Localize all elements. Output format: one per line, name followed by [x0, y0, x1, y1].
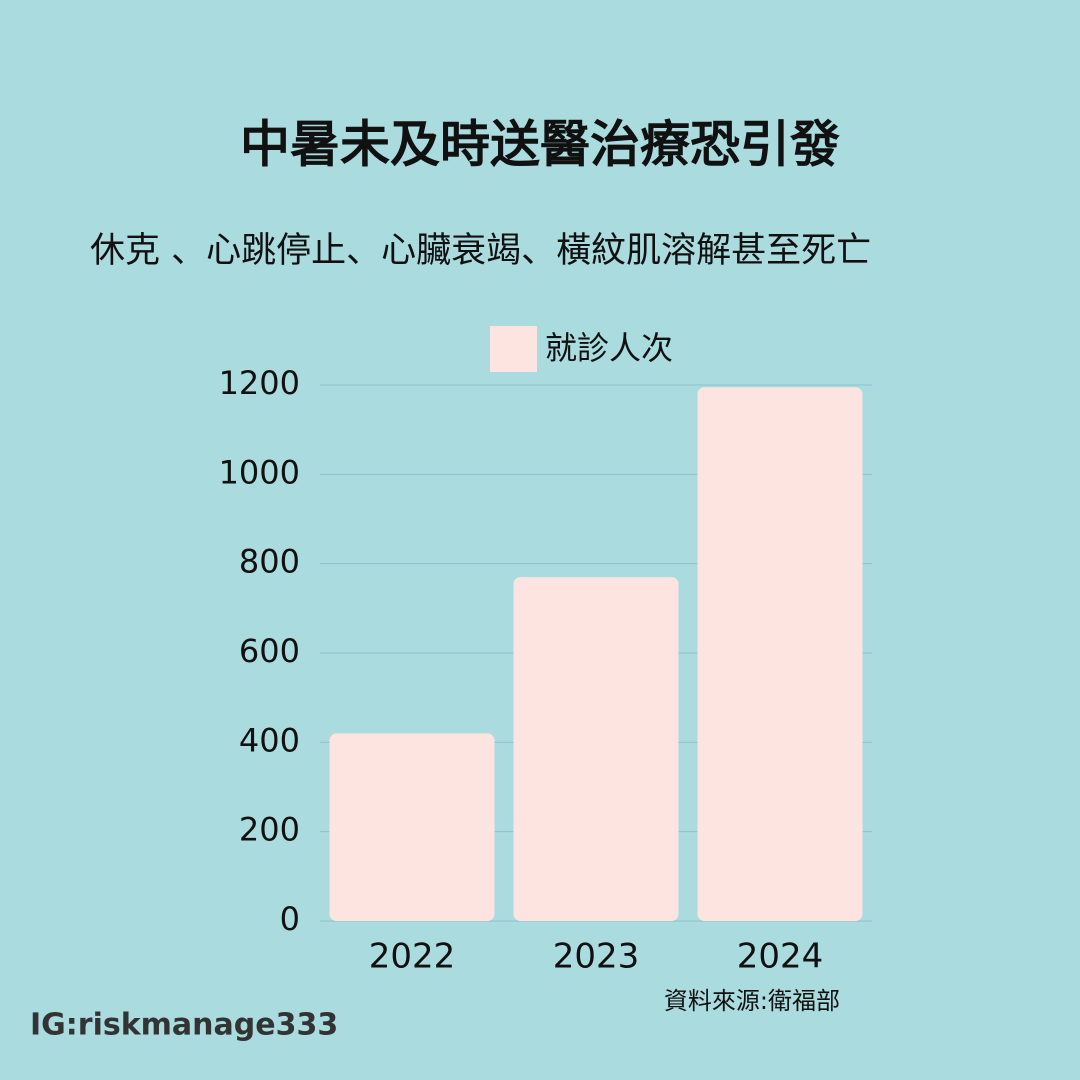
bar	[697, 387, 863, 921]
legend-label: 就診人次	[545, 329, 673, 367]
y-tick-label: 1200	[219, 364, 300, 402]
legend-swatch	[490, 326, 537, 372]
chart-subtitle: 休克 、心跳停止、心臟衰竭、橫紋肌溶解甚至死亡	[90, 231, 871, 271]
bar	[513, 577, 679, 921]
x-tick-label: 2022	[369, 937, 456, 977]
y-tick-label: 600	[239, 632, 300, 670]
y-tick-label: 1000	[219, 453, 300, 491]
y-tick-label: 800	[239, 543, 300, 581]
y-tick-label: 200	[239, 811, 300, 849]
source-note: 資料來源:衛福部	[664, 987, 840, 1015]
x-tick-label: 2023	[553, 937, 640, 977]
credit: IG:riskmanage333	[30, 1008, 338, 1043]
x-tick-label: 2024	[737, 937, 824, 977]
chart-title: 中暑未及時送醫治療恐引發	[240, 116, 840, 174]
y-tick-label: 0	[280, 900, 300, 938]
bar	[329, 733, 495, 921]
y-tick-label: 400	[239, 721, 300, 759]
